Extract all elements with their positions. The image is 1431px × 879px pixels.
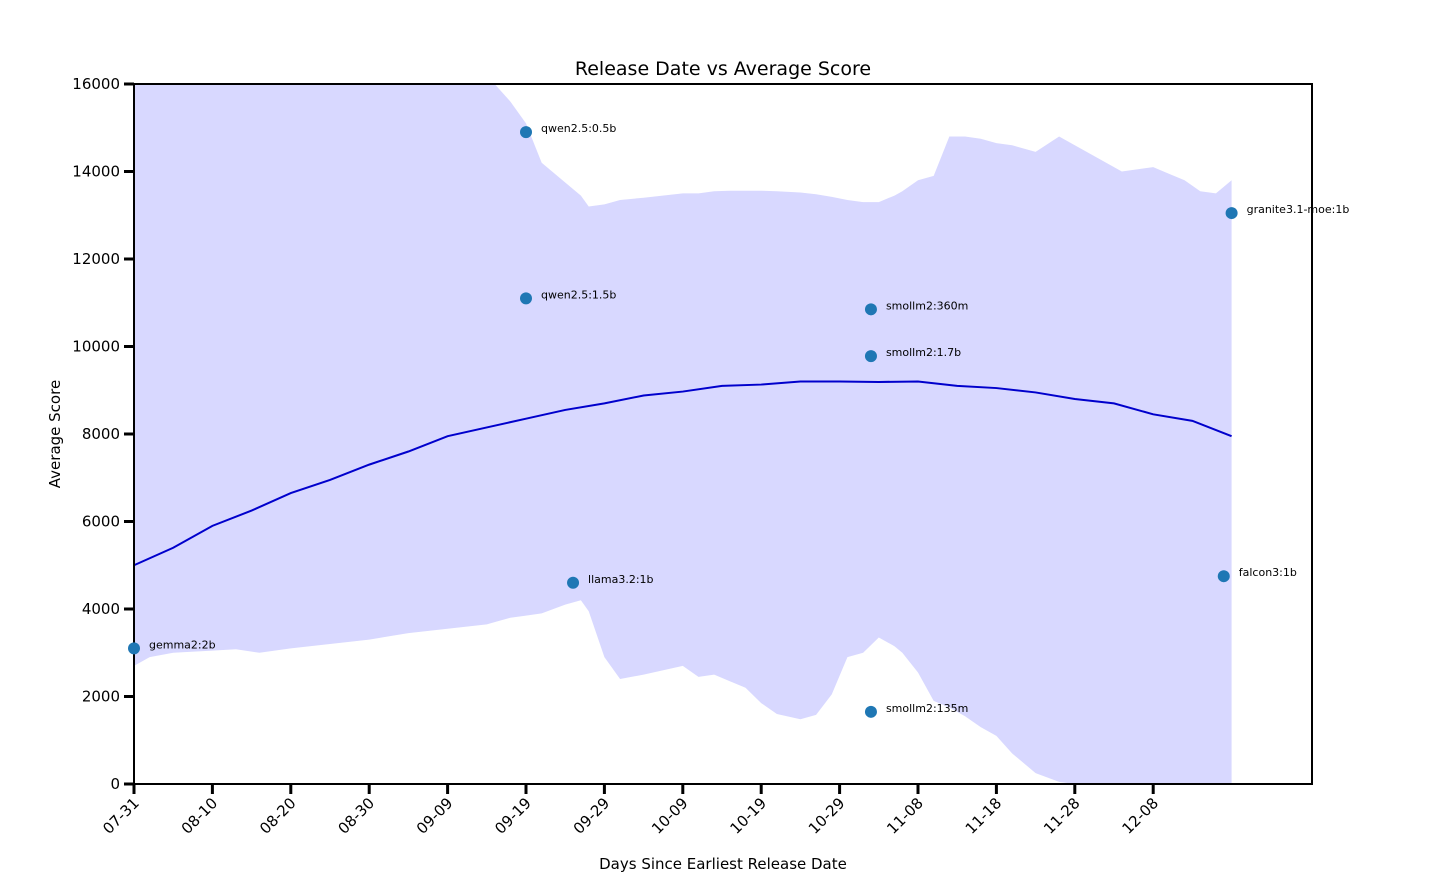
y-axis-label: Average Score (46, 380, 64, 488)
data-point-label: smollm2:360m (886, 299, 968, 312)
y-tick-label: 2000 (82, 688, 120, 706)
x-tick-label: 10-19 (726, 794, 770, 838)
trend-line (133, 380, 1232, 567)
x-tick-label: 09-09 (413, 794, 457, 838)
data-point-label: llama3.2:1b (588, 573, 654, 586)
x-axis-label: Days Since Earliest Release Date (599, 855, 847, 873)
data-point-label: smollm2:135m (886, 702, 968, 715)
y-tick-label: 12000 (72, 250, 120, 268)
x-tick-label: 07-31 (99, 794, 143, 838)
x-tick-label: 12-08 (1118, 794, 1162, 838)
y-tick-label: 16000 (72, 75, 120, 93)
y-tick-label: 8000 (82, 425, 120, 443)
confidence-band (134, 84, 1232, 784)
y-tick-label: 4000 (82, 600, 120, 618)
x-axis-ticks: 07-31 08-10 08-20 08-30 09-09 09-19 09-29 10-09… (99, 784, 1162, 838)
chart-title: Release Date vs Average Score (575, 58, 871, 80)
y-axis-ticks: 0 2000 4000 6000 8000 10000 12000 14000 16000 (72, 75, 134, 793)
data-point (567, 576, 580, 589)
data-point (520, 292, 532, 305)
y-tick-label: 6000 (82, 513, 120, 531)
data-point (864, 705, 877, 718)
data-point (864, 350, 877, 363)
data-point (864, 303, 877, 316)
trend-line-layer (133, 380, 1232, 567)
x-tick-label: 08-20 (256, 794, 300, 838)
data-point-label: qwen2.5:1.5b (541, 288, 616, 301)
data-point (1217, 570, 1230, 583)
data-point-label: smollm2:1.7b (886, 346, 961, 359)
y-tick-label: 14000 (72, 163, 120, 181)
x-tick-label: 11-28 (1040, 794, 1084, 838)
data-points: gemma2:2b qwen2.5:0.5b qwen2.5:1.5b llama3.… (128, 122, 1349, 718)
x-tick-label: 08-10 (178, 794, 222, 838)
y-tick-label: 10000 (72, 338, 120, 356)
data-point-label: granite3.1-moe:1b (1247, 203, 1350, 216)
data-point-label: gemma2:2b (149, 638, 216, 651)
x-tick-label: 09-19 (491, 794, 535, 838)
x-tick-label: 11-18 (962, 794, 1006, 838)
confidence-band-layer (134, 84, 1232, 784)
data-point (128, 642, 140, 655)
x-tick-label: 09-29 (570, 794, 614, 838)
data-point-label: falcon3:1b (1239, 566, 1297, 579)
x-tick-label: 11-08 (883, 794, 927, 838)
data-point-label: qwen2.5:0.5b (541, 122, 616, 135)
data-point (520, 126, 532, 139)
x-tick-label: 10-29 (805, 794, 849, 838)
x-tick-label: 10-09 (648, 794, 692, 838)
data-point (1225, 207, 1238, 220)
y-tick-label: 0 (110, 775, 120, 793)
x-tick-label: 08-30 (334, 794, 378, 838)
